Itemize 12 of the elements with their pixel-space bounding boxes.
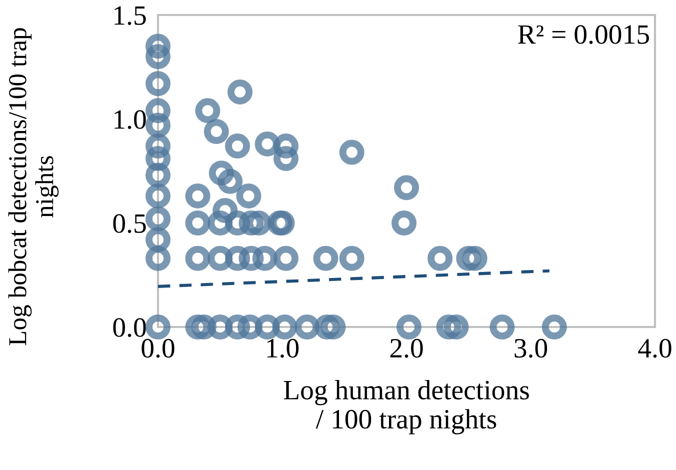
x-tick-label: 1.0: [267, 338, 299, 358]
y-tick-label: 1.0: [114, 110, 146, 130]
x-axis-title: Log human detections / 100 trap nights: [284, 380, 529, 434]
x-tick-label: 2.0: [390, 338, 423, 358]
x-tick-label: 3.0: [514, 338, 548, 358]
y-tick-label: 0.5: [113, 214, 146, 234]
y-axis-title: Log bobcat detections/100 trap nights: [8, 28, 59, 346]
x-tick-label: 0.0: [142, 338, 174, 358]
y-tick-label: 1.5: [114, 6, 146, 26]
annotation: R² = 0.0015: [518, 25, 649, 44]
y-tick-label: 0.0: [113, 318, 146, 338]
x-tick-label: 4.0: [638, 338, 672, 358]
